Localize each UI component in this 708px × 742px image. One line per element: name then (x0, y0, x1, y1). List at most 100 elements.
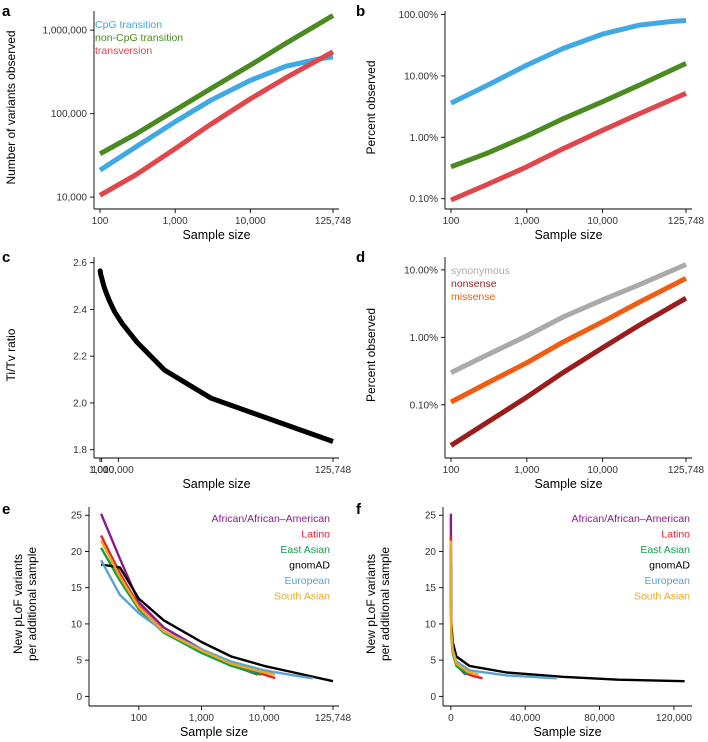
y-tick-label: 1.00% (410, 333, 438, 344)
series-latino-line (100, 534, 276, 680)
legend-entry: European (644, 575, 690, 587)
panel-label-c: c (2, 249, 10, 266)
x-axis-title: Sample size (182, 477, 250, 491)
y-tick-label: 2.4 (73, 305, 87, 316)
y-tick-label: 0.10% (410, 400, 438, 411)
legend-entry: Latino (301, 529, 330, 541)
series-south-asian-line (449, 540, 479, 676)
x-tick-label: 100 (92, 216, 109, 227)
x-tick-label: 1,000 (189, 713, 214, 724)
series-european-line (100, 559, 314, 680)
y-tick-label: 100.00% (399, 10, 439, 21)
y-axis-title: Percent observed (364, 308, 378, 402)
x-tick-label: 10,000 (249, 713, 280, 724)
legend-entry: European (284, 575, 330, 587)
panel-e: e 100 1,000 10,000 125,748 0 5 10 15 20 25 Sample s… (2, 501, 352, 739)
legend-entry: missense (451, 291, 496, 303)
x-tick-label: 10,000 (587, 465, 618, 476)
y-tick-label: 2.0 (73, 398, 87, 409)
legend-entry: synonymous (451, 265, 510, 277)
x-tick-label: 100 (443, 216, 460, 227)
series-synonymous-line (449, 262, 687, 375)
series-missense-line (449, 276, 688, 405)
y-axis-title: Percent observed (364, 60, 378, 154)
y-tick-label: 2.6 (73, 258, 87, 269)
x-tick-label: 125,748 (315, 216, 352, 227)
x-tick-label: 10,000 (103, 465, 134, 476)
y-tick-label: 0 (76, 692, 82, 703)
y-tick-label: 20 (71, 547, 83, 558)
y-tick-label: 10.00% (404, 265, 438, 276)
panel-label-f: f (356, 501, 362, 518)
panel-label-a: a (2, 3, 11, 20)
legend-entry: South Asian (274, 591, 330, 603)
series-non-cpg-transition-line (98, 13, 335, 156)
y-axis-title: Number of variants observed (4, 30, 18, 184)
panel-f: f 0 40,000 80,000 120,000 0 5 10 15 20 25 Sample si… (356, 501, 692, 739)
series-nonsense-line (449, 296, 688, 448)
series-european-line (449, 560, 557, 680)
x-axis-title: Sample size (534, 477, 602, 491)
legend-entry: African/African–American (572, 513, 691, 525)
legend-entry: East Asian (280, 544, 330, 556)
x-tick-label: 125,748 (315, 713, 352, 724)
x-tick-label: 125,748 (668, 216, 705, 227)
series-transversion-line (450, 91, 688, 203)
series-african-african-american-line (99, 513, 259, 676)
panel-a: a 100 1,000 10,000 125,748 10,000 100,000 1,000… (2, 3, 352, 242)
y-axis-title: New pLoF variants (11, 554, 25, 654)
x-tick-label: 1,000 (89, 465, 114, 476)
x-tick-label: 10,000 (235, 216, 266, 227)
y-axis-title: per additional sample (378, 547, 392, 661)
panel-label-b: b (356, 3, 365, 20)
y-tick-label: 5 (430, 656, 436, 667)
y-axis-title: New pLoF variants (364, 554, 378, 654)
x-axis-title: Sample size (182, 228, 250, 242)
series-cpg-transition-line (449, 18, 687, 106)
y-tick-label: 25 (425, 511, 437, 522)
series-non-cpg-transition-line (450, 61, 688, 170)
x-tick-label: 120,000 (656, 713, 693, 724)
series-gnomad-line (100, 563, 334, 683)
x-tick-label: 40,000 (510, 713, 541, 724)
legend-entry: South Asian (634, 591, 690, 603)
legend-entry: CpG transition (95, 19, 162, 31)
panel-b: b 100 1,000 10,000 125,748 0.10% 1.00% 10.00% 10… (356, 3, 705, 242)
x-tick-label: 100 (92, 465, 109, 476)
panel-d: d 100 1,000 10,000 125,748 0.10% 1.00% 10.00% Sa… (356, 249, 705, 491)
y-tick-label: 1.00% (410, 133, 438, 144)
x-tick-label: 0 (448, 713, 454, 724)
x-tick-label: 10,000 (587, 216, 618, 227)
y-tick-label: 1,000,000 (43, 26, 88, 37)
y-tick-label: 10.00% (404, 71, 438, 82)
y-tick-label: 100,000 (51, 109, 88, 120)
legend-entry: transversion (95, 45, 152, 57)
x-tick-label: 1,000 (514, 465, 539, 476)
y-tick-label: 20 (425, 547, 437, 558)
x-tick-label: 1,000 (514, 216, 539, 227)
legend-entry: East Asian (640, 544, 690, 556)
legend-entry: African/African–American (212, 513, 331, 525)
y-tick-label: 0.10% (410, 194, 438, 205)
y-tick-label: 1.8 (73, 445, 87, 456)
y-tick-label: 25 (71, 511, 83, 522)
x-tick-label: 1,000 (163, 216, 188, 227)
y-tick-label: 10,000 (56, 193, 87, 204)
y-tick-label: 10 (425, 619, 437, 630)
y-tick-label: 15 (71, 583, 83, 594)
series-transversion-line (98, 49, 335, 198)
legend-entry: nonsense (451, 278, 497, 290)
y-tick-label: 15 (425, 583, 437, 594)
series-ti-tv-line (97, 268, 334, 444)
x-tick-label: 100 (443, 465, 460, 476)
legend-entry: gnomAD (649, 560, 690, 572)
series-east-asian-line (100, 547, 262, 676)
y-tick-label: 10 (71, 619, 83, 630)
x-axis-title: Sample size (534, 228, 602, 242)
y-axis-title: per additional sample (25, 547, 39, 661)
series-south-asian-line (100, 540, 276, 676)
x-tick-label: 125,748 (315, 465, 352, 476)
panel-label-d: d (356, 249, 365, 266)
